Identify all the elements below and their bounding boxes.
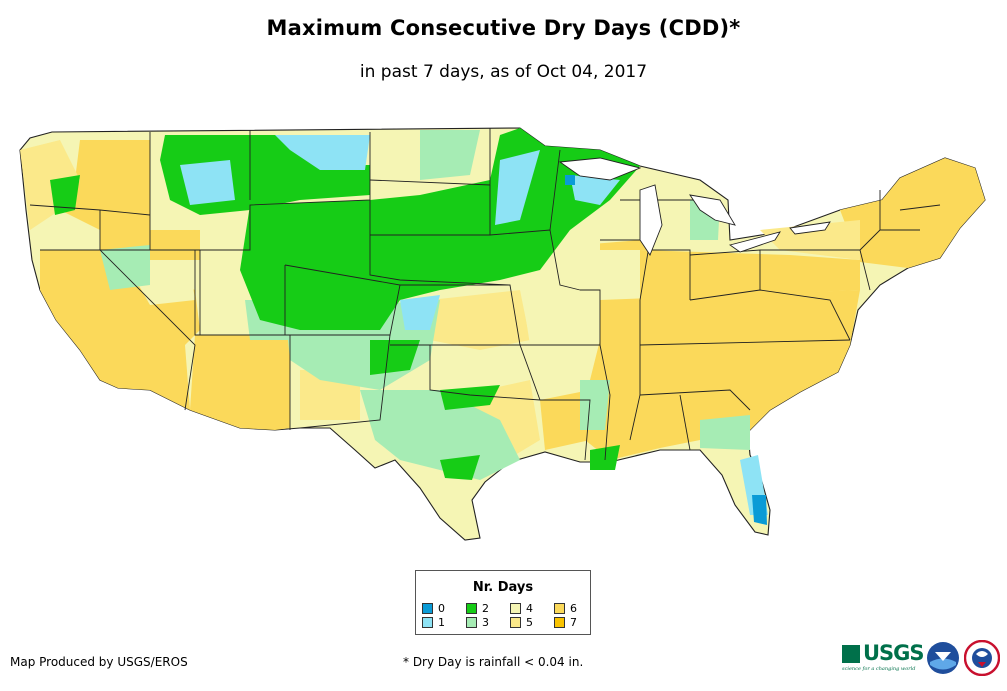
usgs-wave-icon (842, 645, 860, 663)
map-subtitle: in past 7 days, as of Oct 04, 2017 (359, 62, 648, 82)
six-day-regions (40, 140, 985, 460)
usgs-logo: USGS science for a changing world (842, 640, 925, 676)
legend-swatch (466, 617, 477, 628)
agency-logos: USGS science for a changing world (842, 640, 1002, 684)
legend-swatch (422, 603, 433, 614)
legend-swatch (466, 603, 477, 614)
great-lakes (558, 157, 831, 256)
zero-day-regions (565, 175, 767, 525)
legend-label: 4 (526, 602, 533, 615)
legend-swatch (510, 617, 521, 628)
one-day-regions (180, 135, 768, 515)
legend-label: 0 (438, 602, 445, 615)
noaa-logo-icon (927, 642, 959, 674)
legend-swatch (554, 603, 565, 614)
legend-swatch (554, 617, 565, 628)
usgs-logo-text: USGS (863, 641, 925, 665)
usgs-tagline: science for a changing world (842, 666, 916, 672)
legend-label: 3 (482, 616, 489, 629)
legend-label: 2 (482, 602, 489, 615)
dry-day-footnote: * Dry Day is rainfall < 0.04 in. (403, 655, 584, 669)
legend-label: 7 (570, 616, 577, 629)
legend-title: Nr. Days (472, 580, 534, 595)
legend-label: 1 (438, 616, 445, 629)
legend-label: 6 (570, 602, 577, 615)
nws-logo-icon (964, 640, 1000, 676)
legend-swatch (510, 603, 521, 614)
legend-label: 5 (526, 616, 533, 629)
state-boundaries (29, 128, 941, 461)
map-title: Maximum Consecutive Dry Days (CDD)* (266, 16, 741, 40)
legend-swatch (422, 617, 433, 628)
producer-credit: Map Produced by USGS/EROS (10, 655, 188, 669)
